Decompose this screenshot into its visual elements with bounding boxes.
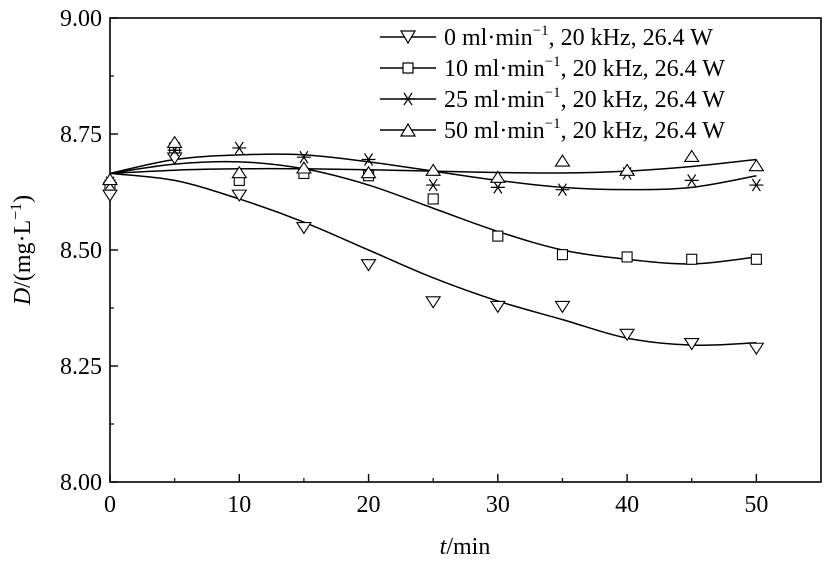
y-tick-label: 9.00 xyxy=(60,6,102,32)
legend: 0 ml·min−1, 20 kHz, 26.4 W 10 ml·min−1, … xyxy=(380,23,725,144)
point-triangle-down xyxy=(425,296,442,309)
point-square xyxy=(621,251,633,263)
legend-label: 10 ml·min−1, 20 kHz, 26.4 W xyxy=(444,54,725,82)
point-triangle-up xyxy=(101,172,119,186)
fit-curves xyxy=(109,153,757,347)
point-triangle-up xyxy=(295,161,312,174)
legend-entry: 10 ml·min−1, 20 kHz, 26.4 W xyxy=(380,54,725,82)
fit-curve-square xyxy=(109,160,757,265)
point-triangle-up xyxy=(489,170,506,183)
point-square xyxy=(492,230,504,242)
point-triangle-down xyxy=(231,189,248,202)
x-tick-label: 10 xyxy=(227,492,251,518)
point-square xyxy=(556,249,569,261)
point-triangle-down xyxy=(489,300,506,314)
point-triangle-down xyxy=(619,328,636,342)
axes: 0 10 20 30 40 50 8.00 8.25 8.50 8.75 9.00 xyxy=(60,6,822,518)
legend-label: 50 ml·min−1, 20 kHz, 26.4 W xyxy=(444,116,725,144)
point-asterisk xyxy=(490,181,505,194)
y-axis-label: D/(mg·L−1) xyxy=(8,195,36,306)
legend-label: 0 ml·min−1, 20 kHz, 26.4 W xyxy=(444,23,713,51)
x-tick-label: 50 xyxy=(744,492,768,518)
point-triangle-down xyxy=(683,338,700,351)
point-square xyxy=(427,193,439,205)
point-triangle-up xyxy=(554,154,571,167)
y-tick-label: 8.50 xyxy=(60,238,102,264)
x-tick-label: 20 xyxy=(357,492,381,518)
legend-label: 25 ml·min−1, 20 kHz, 26.4 W xyxy=(444,85,725,113)
point-square xyxy=(750,253,762,265)
point-triangle-down xyxy=(101,189,119,202)
point-triangle-down xyxy=(554,300,571,314)
x-tick-label: 40 xyxy=(615,492,639,518)
point-triangle-down xyxy=(295,222,312,235)
point-triangle-up xyxy=(231,165,248,179)
point-triangle-up xyxy=(425,163,442,176)
point-asterisk xyxy=(749,178,764,192)
x-axis-label: t/min xyxy=(440,534,491,560)
point-triangle-down xyxy=(748,342,765,356)
x-tick-label: 30 xyxy=(486,492,510,518)
point-asterisk xyxy=(426,178,441,192)
legend-marker-triangle-down xyxy=(399,30,417,45)
point-asterisk xyxy=(684,174,699,187)
y-tick-label: 8.25 xyxy=(60,354,102,380)
legend-entry: 50 ml·min−1, 20 kHz, 26.4 W xyxy=(380,116,725,144)
point-triangle-up xyxy=(619,163,636,176)
point-asterisk xyxy=(361,153,376,166)
point-asterisk xyxy=(555,183,570,197)
y-tick-label: 8.75 xyxy=(60,122,102,148)
point-asterisk xyxy=(296,150,311,164)
legend-marker-asterisk xyxy=(401,92,415,106)
point-triangle-up xyxy=(360,165,377,179)
legend-entry: 0 ml·min−1, 20 kHz, 26.4 W xyxy=(380,23,713,51)
point-triangle-up xyxy=(683,149,700,162)
point-triangle-up xyxy=(166,135,183,149)
y-tick-label: 8.00 xyxy=(60,470,102,496)
point-triangle-up xyxy=(748,158,765,172)
data-points xyxy=(101,135,765,356)
point-square xyxy=(686,253,698,265)
legend-entry: 25 ml·min−1, 20 kHz, 26.4 W xyxy=(380,85,725,113)
legend-marker-triangle-up xyxy=(399,122,417,137)
legend-marker-square xyxy=(402,62,414,74)
point-triangle-down xyxy=(360,259,377,272)
x-tick-label: 0 xyxy=(104,492,116,518)
point-asterisk xyxy=(232,141,247,155)
fit-curve-triangle-down xyxy=(109,172,757,347)
